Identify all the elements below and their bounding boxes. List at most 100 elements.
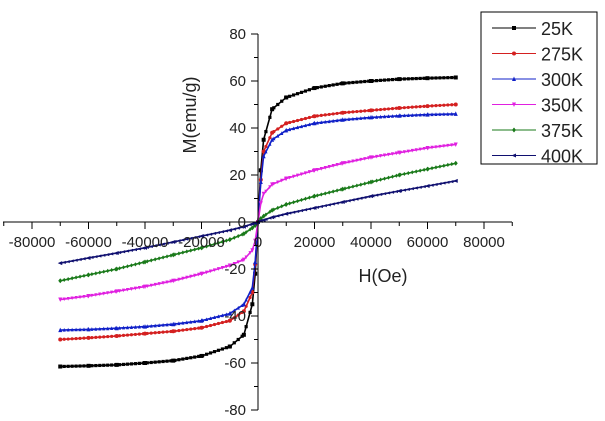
data-marker <box>193 319 197 324</box>
data-marker <box>248 227 252 232</box>
data-marker <box>153 360 157 364</box>
legend-marker <box>511 153 516 158</box>
data-marker <box>137 285 141 290</box>
data-marker <box>244 230 248 235</box>
data-marker <box>279 213 284 217</box>
data-marker <box>201 318 205 323</box>
data-marker <box>442 112 446 116</box>
data-marker <box>358 196 363 200</box>
data-marker <box>157 323 161 327</box>
data-marker <box>311 206 315 210</box>
data-marker <box>295 173 300 178</box>
y-axis-title: M(emu/g) <box>180 76 200 153</box>
data-marker <box>347 160 351 165</box>
data-marker <box>82 294 86 299</box>
data-marker <box>303 123 308 128</box>
data-point <box>143 361 147 365</box>
data-marker <box>125 325 130 330</box>
data-marker <box>189 248 193 253</box>
y-tick-label: 80 <box>229 26 246 43</box>
data-marker <box>216 321 221 326</box>
data-marker <box>414 169 418 174</box>
data-marker <box>165 359 169 363</box>
data-marker <box>204 270 209 275</box>
x-tick-label: -40000 <box>122 234 169 251</box>
data-marker <box>173 278 177 283</box>
data-marker <box>339 162 343 166</box>
data-marker <box>161 281 165 285</box>
data-marker <box>189 327 193 331</box>
data-marker <box>89 255 94 259</box>
data-marker <box>422 185 426 189</box>
data-marker <box>98 292 102 297</box>
data-marker <box>351 80 355 85</box>
data-marker <box>367 79 371 83</box>
data-marker <box>362 195 367 200</box>
data-marker <box>422 167 426 172</box>
data-point <box>241 332 246 337</box>
data-marker <box>414 112 418 117</box>
data-marker <box>86 294 90 299</box>
data-marker <box>82 336 86 340</box>
data-marker <box>402 106 406 110</box>
data-marker <box>446 76 450 80</box>
data-marker <box>58 278 62 283</box>
data-marker <box>70 259 74 263</box>
data-marker <box>454 142 458 147</box>
data-point <box>250 302 255 307</box>
data-marker <box>367 180 371 185</box>
data-marker <box>101 253 106 257</box>
data-marker <box>193 355 197 359</box>
data-marker <box>442 76 446 80</box>
data-marker <box>82 327 86 332</box>
legend-label: 375K <box>541 121 583 141</box>
data-marker <box>291 93 296 97</box>
data-marker <box>398 150 402 155</box>
data-marker <box>434 76 438 80</box>
data-marker <box>172 240 177 244</box>
data-marker <box>106 268 110 273</box>
data-marker <box>303 116 308 121</box>
data-marker <box>276 205 280 210</box>
data-marker <box>224 229 228 233</box>
data-marker <box>232 261 236 266</box>
legend-box <box>480 11 598 165</box>
data-marker <box>371 115 375 119</box>
data-marker <box>85 256 90 260</box>
legend-marker <box>512 76 516 81</box>
data-marker <box>271 215 276 219</box>
data-marker <box>327 84 331 88</box>
data-marker <box>244 255 248 260</box>
data-marker <box>307 115 312 120</box>
data-marker <box>169 253 173 258</box>
data-marker <box>193 247 197 252</box>
data-marker <box>169 329 173 334</box>
data-marker <box>406 187 410 192</box>
data-marker <box>311 121 315 126</box>
data-marker <box>284 122 288 126</box>
data-marker <box>402 150 406 154</box>
data-marker <box>268 115 272 119</box>
data-marker <box>240 232 244 237</box>
data-marker <box>402 77 406 81</box>
data-marker <box>331 112 335 116</box>
data-marker <box>141 285 145 290</box>
data-marker <box>240 225 244 229</box>
data-marker <box>359 157 363 162</box>
data-marker <box>394 113 399 118</box>
data-marker <box>201 245 205 250</box>
data-marker <box>165 280 169 285</box>
legend-item-300K: 300K <box>492 70 583 90</box>
data-marker <box>307 207 312 211</box>
data-marker <box>307 195 312 200</box>
data-marker <box>62 297 66 302</box>
data-marker <box>224 319 228 324</box>
data-marker <box>355 183 359 188</box>
data-marker <box>106 334 110 339</box>
data-marker <box>129 325 134 329</box>
data-marker <box>137 361 141 365</box>
data-marker <box>264 130 268 134</box>
data-marker <box>382 114 387 119</box>
data-marker <box>442 103 446 107</box>
data-marker <box>94 335 98 339</box>
